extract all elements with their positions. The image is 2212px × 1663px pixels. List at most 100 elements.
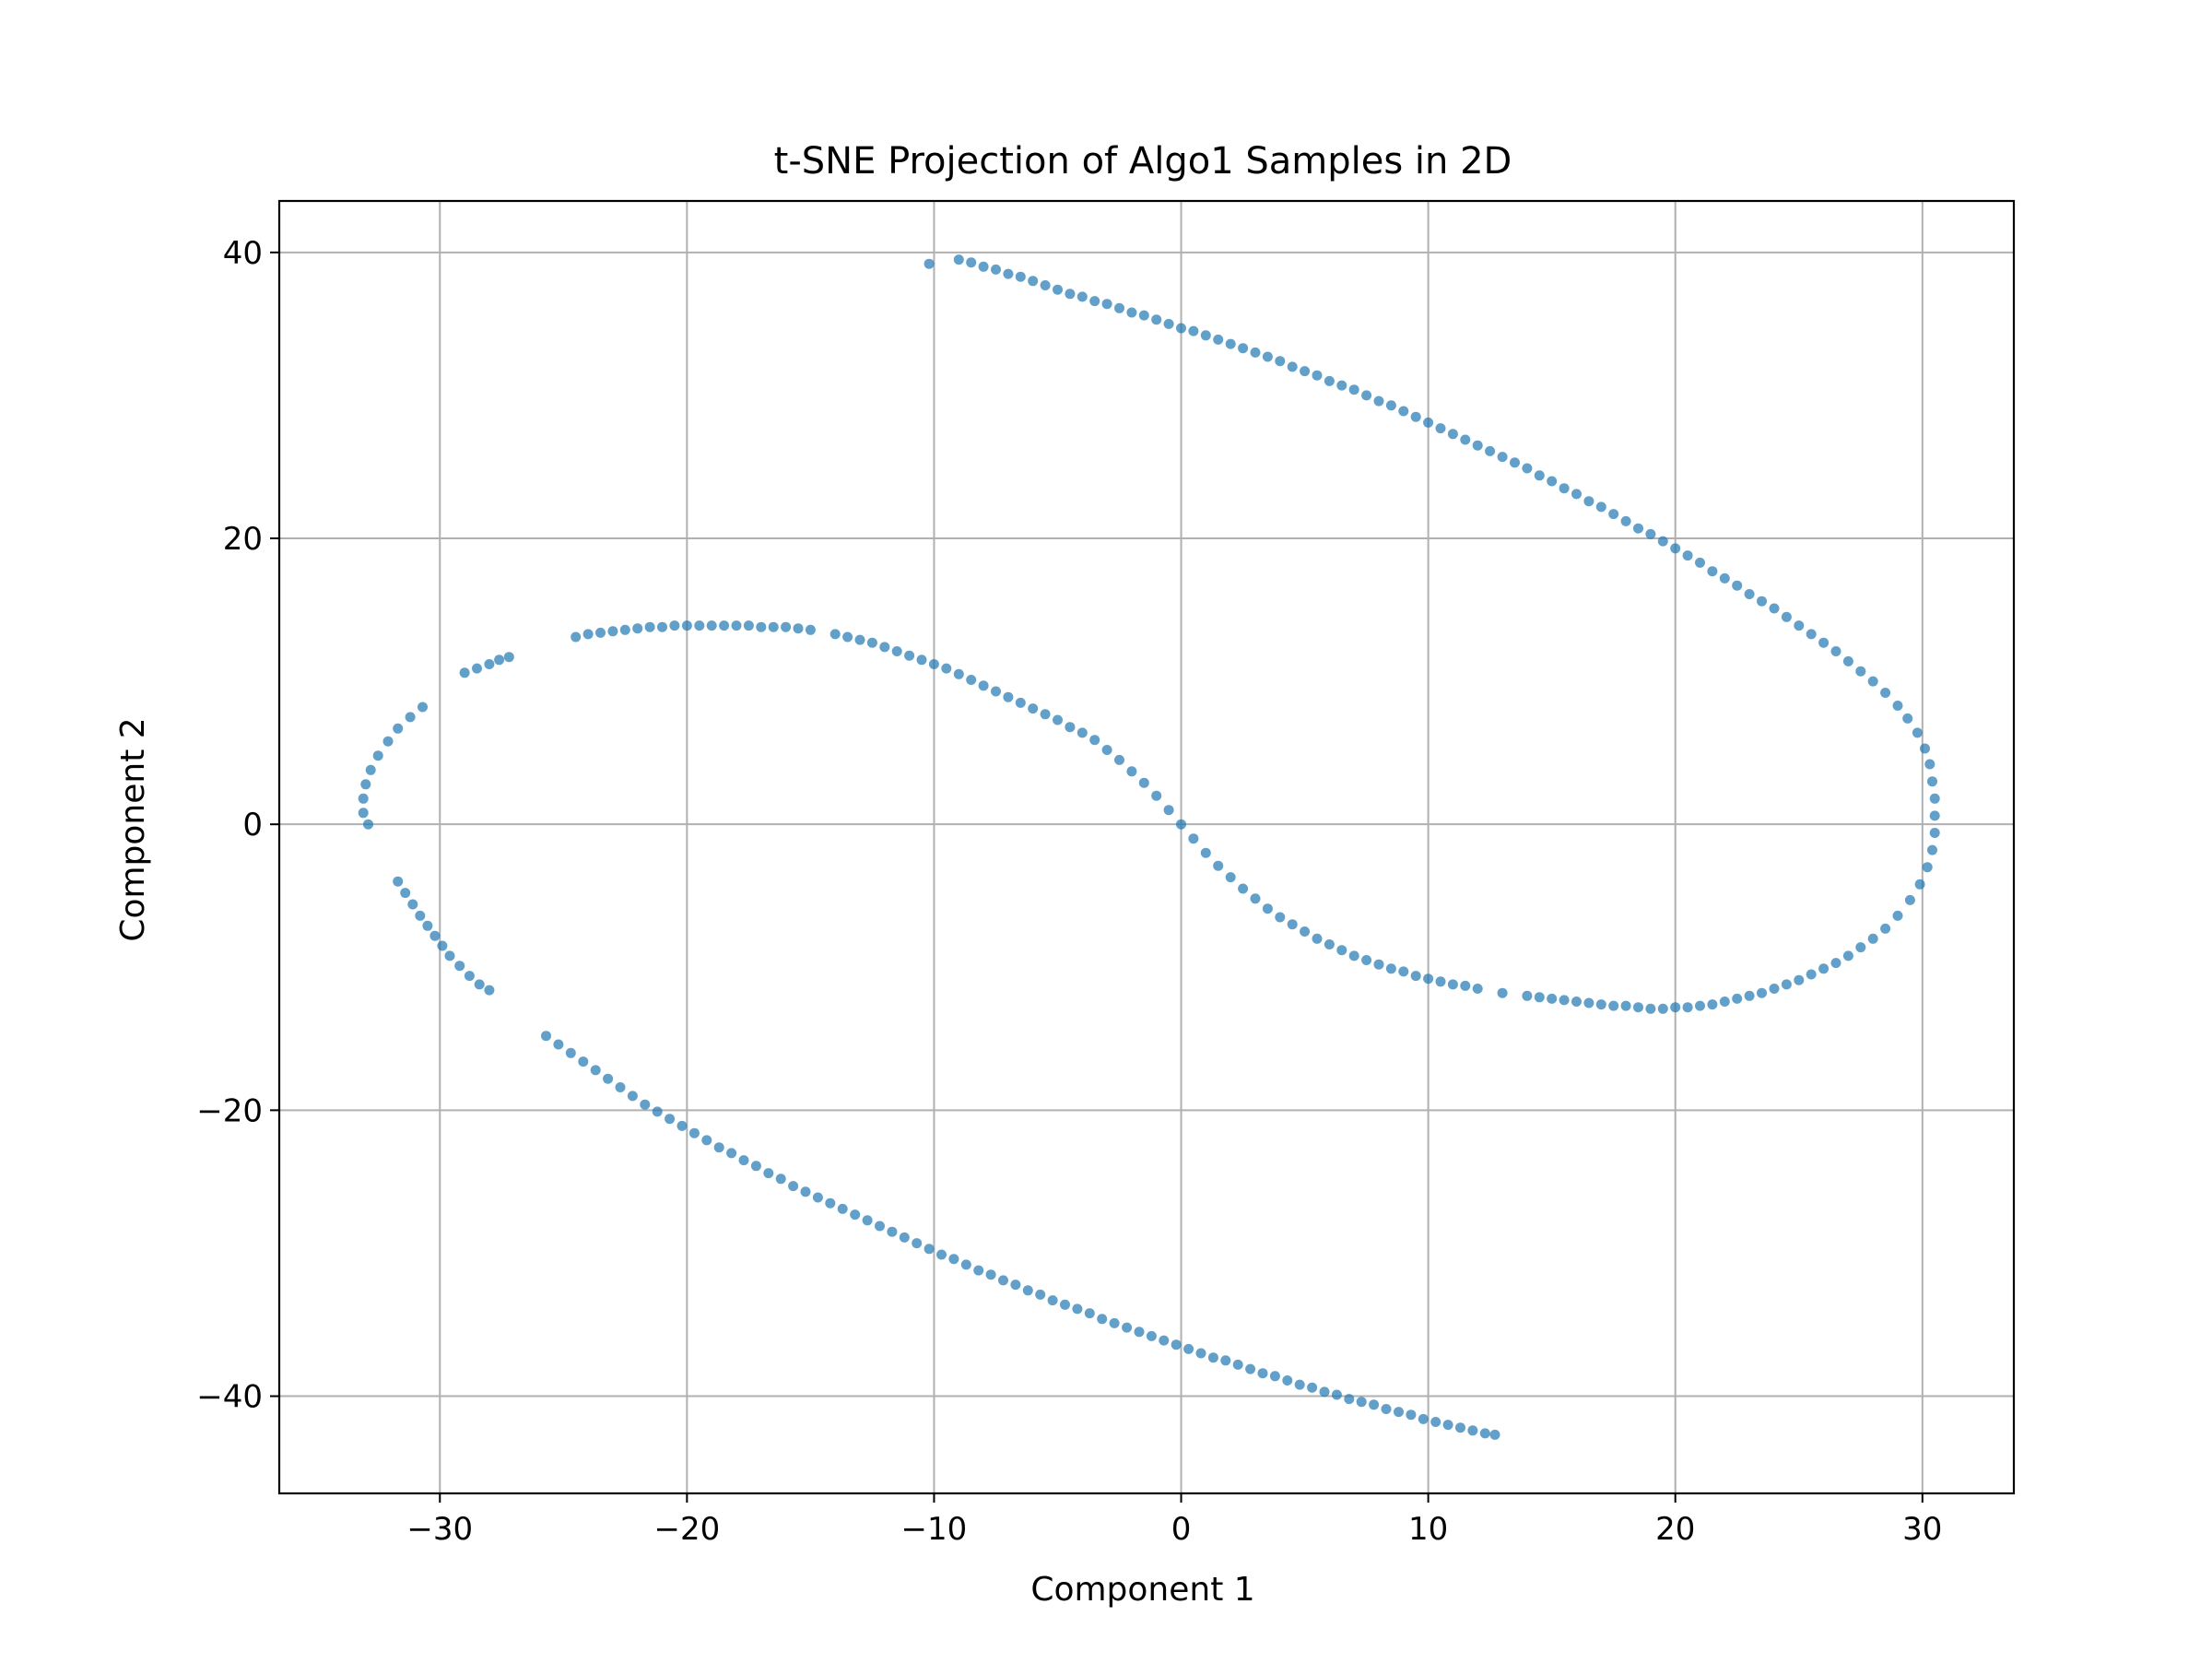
scatter-point xyxy=(1324,375,1335,386)
scatter-point xyxy=(738,1155,749,1166)
scatter-point xyxy=(1410,971,1421,982)
scatter-point xyxy=(1447,429,1458,440)
scatter-point xyxy=(1534,992,1545,1003)
scatter-point xyxy=(991,264,1001,275)
scatter-point xyxy=(1385,963,1396,974)
scatter-point xyxy=(1912,727,1923,738)
scatter-point xyxy=(595,627,606,638)
scatter-point xyxy=(948,1254,959,1265)
scatter-point xyxy=(1522,990,1533,1001)
plot-frame xyxy=(277,199,2016,1495)
scatter-point xyxy=(830,629,841,640)
scatter-point xyxy=(422,920,433,931)
scatter-point xyxy=(1356,1397,1367,1408)
scatter-point xyxy=(1769,603,1780,614)
scatter-point xyxy=(1060,1299,1070,1310)
scatter-point xyxy=(1126,307,1137,318)
scatter-point xyxy=(701,1135,712,1146)
scatter-point xyxy=(837,1203,848,1214)
scatter-point xyxy=(1620,515,1631,526)
scatter-point xyxy=(1369,1399,1380,1410)
scatter-point xyxy=(879,642,890,653)
scatter-point xyxy=(866,637,877,648)
y-tick-label: 0 xyxy=(242,807,263,843)
scatter-point xyxy=(503,652,514,663)
scatter-point xyxy=(1331,1389,1342,1400)
scatter-point xyxy=(928,659,939,669)
y-tick-label: 20 xyxy=(223,521,263,558)
scatter-point xyxy=(1138,777,1149,788)
scatter-point xyxy=(1806,969,1817,980)
scatter-point xyxy=(1757,987,1767,998)
scatter-point xyxy=(553,1039,564,1050)
scatter-point xyxy=(494,655,505,666)
x-tick-label: −30 xyxy=(406,1511,473,1548)
scatter-point xyxy=(1047,1295,1058,1306)
scatter-point xyxy=(582,629,594,640)
scatter-point xyxy=(1645,1003,1656,1014)
scatter-point xyxy=(1294,1379,1305,1390)
scatter-point xyxy=(941,663,952,674)
scatter-point xyxy=(1200,330,1211,341)
scatter-point xyxy=(1015,271,1026,282)
scatter-point xyxy=(1818,637,1830,648)
scatter-point xyxy=(978,680,989,691)
scatter-point xyxy=(358,793,369,804)
scatter-point xyxy=(405,712,416,723)
scatter-point xyxy=(1122,1322,1133,1333)
scatter-point xyxy=(363,819,373,830)
scatter-point xyxy=(464,971,475,982)
scatter-point xyxy=(1394,1407,1404,1418)
scatter-point xyxy=(1657,536,1668,547)
scatter-point xyxy=(731,620,742,631)
scatter-point xyxy=(953,254,964,265)
scatter-point xyxy=(1348,384,1359,395)
scatter-point xyxy=(1460,434,1471,445)
scatter-point xyxy=(1719,997,1730,1007)
scatter-point xyxy=(1134,1327,1145,1338)
scatter-point xyxy=(1744,589,1755,599)
scatter-point xyxy=(998,1275,1008,1286)
scatter-point xyxy=(936,1249,947,1260)
scatter-point xyxy=(1547,993,1558,1004)
scatter-point xyxy=(1479,1428,1490,1439)
scatter-point xyxy=(365,764,376,775)
scatter-point xyxy=(1583,997,1594,1008)
scatter-point xyxy=(768,621,779,632)
scatter-point xyxy=(1361,955,1372,965)
scatter-point xyxy=(991,686,1001,697)
scatter-point xyxy=(800,1186,811,1197)
scatter-point xyxy=(1460,980,1471,991)
scatter-point xyxy=(1344,1394,1355,1405)
scatter-point xyxy=(1282,1375,1293,1386)
scatter-point xyxy=(1300,926,1311,937)
scatter-point xyxy=(1262,903,1273,914)
scatter-point xyxy=(688,1127,700,1138)
y-tick-label: 40 xyxy=(223,235,263,272)
scatter-point xyxy=(454,961,465,972)
scatter-point xyxy=(1608,1000,1619,1011)
scatter-point xyxy=(1571,489,1582,500)
scatter-point xyxy=(1497,452,1508,463)
scatter-point xyxy=(763,1168,774,1179)
scatter-point xyxy=(1707,999,1718,1010)
scatter-point xyxy=(1670,543,1681,554)
scatter-point xyxy=(1633,523,1643,534)
scatter-point xyxy=(1744,990,1755,1001)
scatter-point xyxy=(627,1091,638,1102)
scatter-point xyxy=(1300,366,1311,377)
scatter-point xyxy=(1028,703,1039,714)
x-tick-label: 30 xyxy=(1902,1511,1942,1548)
scatter-point xyxy=(1880,688,1891,698)
scatter-point xyxy=(1287,919,1298,930)
scatter-point xyxy=(1065,722,1076,733)
scatter-point xyxy=(571,631,582,643)
scatter-point xyxy=(1430,1417,1441,1427)
scatter-point xyxy=(1657,1003,1668,1014)
scatter-point xyxy=(706,620,717,631)
scatter-point xyxy=(924,1244,935,1255)
scatter-point xyxy=(1867,933,1878,944)
scatter-point xyxy=(1275,912,1286,923)
